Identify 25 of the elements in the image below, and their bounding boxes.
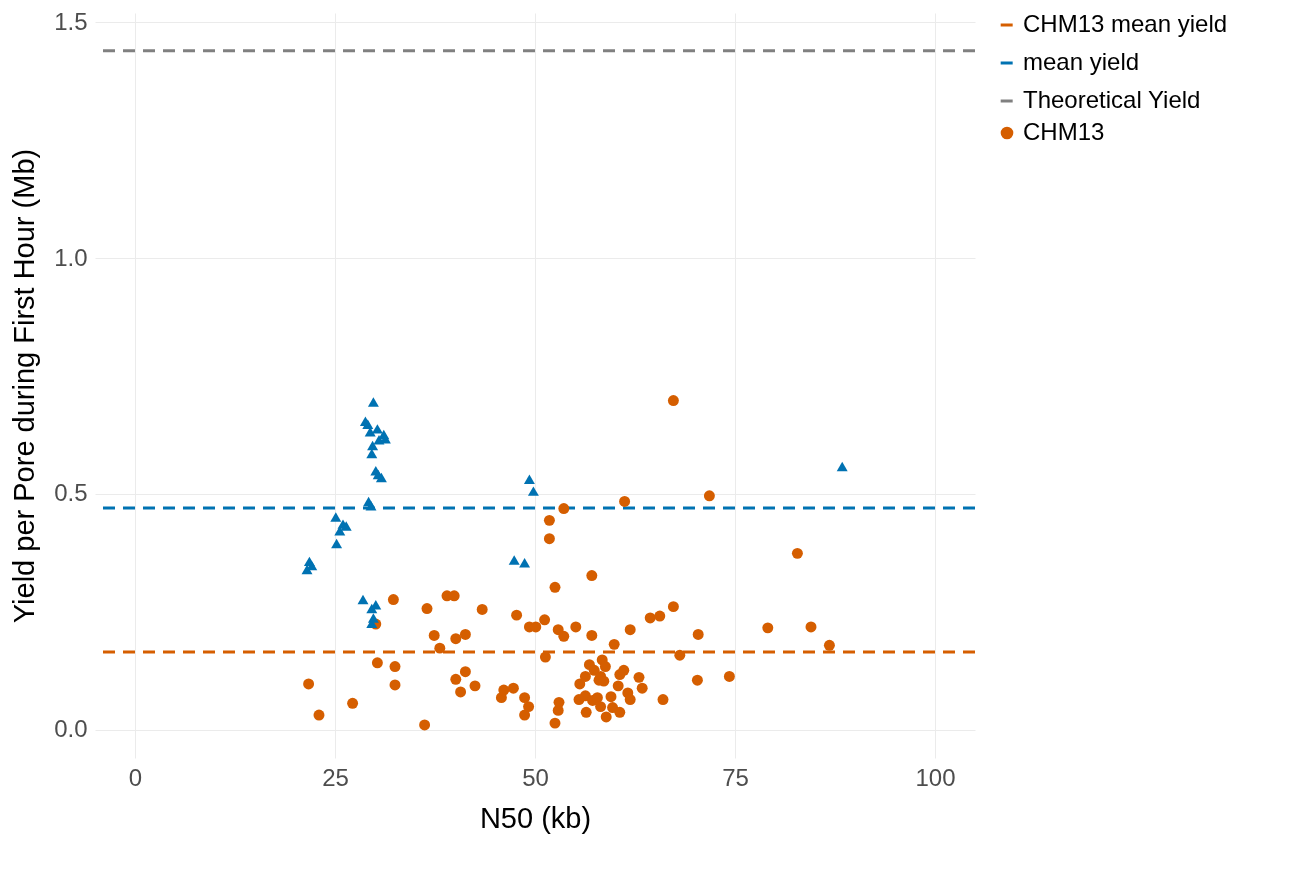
y-tick-label: 0.5 [54, 479, 88, 507]
point [331, 538, 343, 549]
y-tick-label: 1.5 [54, 7, 88, 35]
x-tick-label: 100 [915, 763, 956, 791]
point [357, 594, 369, 605]
legend-label: CHM13 [1023, 118, 1105, 145]
point [836, 461, 848, 472]
point [519, 558, 531, 568]
legend-label: Theoretical Yield [1023, 86, 1201, 113]
x-tick-label: 50 [522, 763, 549, 791]
point [330, 512, 342, 522]
legend-label: mean yield [1023, 48, 1140, 75]
y-tick-label: 0.0 [54, 715, 88, 743]
point [527, 486, 539, 496]
y-tick-label: 1.0 [54, 243, 88, 271]
y-axis-title: Yield per Pore during First Hour (Mb) [8, 148, 41, 624]
x-tick-label: 0 [128, 763, 143, 791]
point [508, 555, 520, 565]
point [367, 397, 379, 407]
point [367, 440, 379, 451]
x-tick-label: 25 [322, 763, 349, 791]
legend-label: CHM13 mean yield [1023, 10, 1228, 37]
x-tick-label: 75 [722, 763, 749, 791]
point [523, 474, 535, 485]
x-axis-title: N50 (kb) [479, 801, 592, 834]
